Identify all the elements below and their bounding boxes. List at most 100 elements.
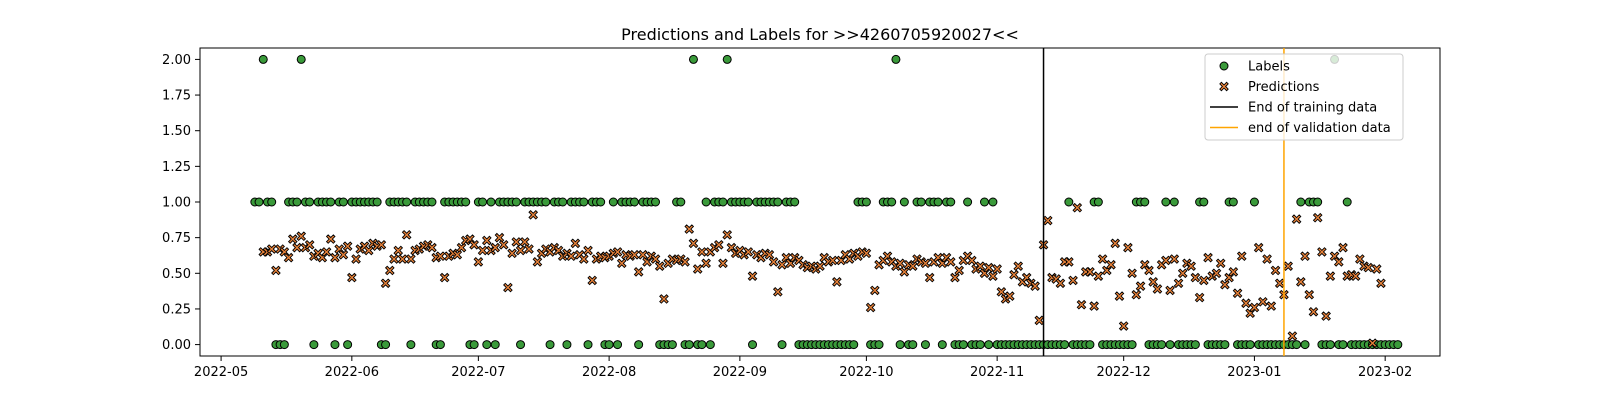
prediction-point	[1355, 254, 1365, 264]
label-point	[891, 54, 901, 64]
x-tick-label: 2022-08	[582, 365, 636, 380]
label-point	[267, 197, 277, 207]
label-point	[1292, 340, 1302, 350]
prediction-point	[292, 242, 302, 253]
label-point	[1296, 197, 1306, 207]
prediction-point	[722, 229, 733, 240]
prediction-point	[1295, 277, 1306, 287]
label-point	[743, 197, 753, 207]
label-point	[920, 340, 930, 350]
prediction-point	[1371, 264, 1382, 274]
label-point	[979, 197, 989, 207]
label-point	[1313, 197, 1323, 207]
prediction-point	[1089, 301, 1099, 311]
prediction-point	[899, 267, 910, 277]
label-point	[975, 340, 985, 350]
prediction-point	[498, 239, 509, 250]
label-point	[604, 340, 614, 350]
prediction-point	[342, 241, 353, 252]
prediction-point	[1321, 311, 1331, 321]
prediction-point	[439, 272, 450, 283]
label-point	[1245, 340, 1255, 350]
label-point	[1157, 340, 1167, 350]
label-point	[1060, 340, 1070, 350]
label-point	[895, 340, 905, 350]
prediction-point	[494, 232, 505, 243]
y-tick-label: 2.00	[162, 53, 191, 68]
legend-end-of-training: End of training data	[1210, 101, 1377, 116]
prediction-point	[659, 294, 669, 304]
label-point	[305, 197, 315, 207]
label-point	[296, 54, 306, 64]
prediction-point	[1241, 298, 1251, 309]
label-point	[1140, 197, 1150, 207]
prediction-point	[1198, 275, 1209, 286]
label-point	[1220, 340, 1230, 350]
prediction-point	[1004, 291, 1015, 301]
legend-entry-label: End of training data	[1248, 101, 1377, 116]
chart-title: Predictions and Labels for >>42607059200…	[621, 25, 1019, 44]
prediction-point	[389, 254, 399, 264]
prediction-point	[351, 254, 361, 264]
prediction-point	[907, 261, 918, 272]
prediction-point	[456, 242, 467, 253]
prediction-point	[1190, 272, 1201, 283]
label-point	[402, 197, 412, 207]
prediction-point	[1135, 281, 1146, 291]
legend-entry-label: Labels	[1248, 60, 1290, 75]
legend-end-of-validation: end of validation data	[1210, 121, 1391, 136]
prediction-point	[338, 249, 349, 260]
prediction-point	[1283, 261, 1293, 272]
label-point	[1190, 340, 1200, 350]
prediction-point	[325, 234, 336, 244]
prediction-point	[393, 245, 404, 256]
label-point	[1342, 197, 1352, 207]
label-point	[676, 197, 686, 207]
prediction-point	[515, 245, 526, 256]
prediction-point	[1114, 291, 1125, 301]
prediction-point	[452, 249, 463, 260]
prediction-point	[287, 234, 298, 244]
label-point	[372, 197, 382, 207]
prediction-point	[490, 242, 501, 253]
prediction-point	[718, 258, 728, 269]
label-point	[988, 197, 998, 207]
prediction-point	[654, 261, 665, 272]
prediction-point	[1274, 278, 1285, 289]
label-point	[338, 197, 348, 207]
label-point	[722, 54, 732, 64]
y-tick-label: 0.00	[162, 338, 191, 353]
x-tick-label: 2022-11	[970, 365, 1024, 380]
label-point	[478, 197, 488, 207]
prediction-point	[427, 242, 437, 253]
prediction-point	[397, 254, 408, 264]
prediction-point	[697, 247, 707, 257]
label-point	[406, 340, 416, 350]
prediction-point	[1118, 321, 1129, 331]
prediction-point	[507, 248, 517, 259]
prediction-point	[1338, 242, 1348, 253]
prediction-point	[1131, 289, 1142, 300]
prediction-point	[680, 257, 690, 267]
label-point	[1393, 340, 1403, 350]
prediction-point	[764, 249, 775, 260]
y-tick-label: 0.50	[162, 267, 191, 282]
prediction-point	[376, 239, 387, 250]
label-point	[1127, 340, 1137, 350]
prediction-point	[950, 272, 960, 283]
prediction-point	[1287, 331, 1298, 341]
prediction-point	[1161, 255, 1171, 266]
label-point	[613, 340, 623, 350]
prediction-point	[633, 267, 644, 277]
prediction-point	[1363, 262, 1374, 273]
label-point	[326, 197, 336, 207]
prediction-point	[363, 245, 374, 256]
prediction-point	[1055, 278, 1066, 289]
prediction-point	[1152, 284, 1163, 294]
label-point	[427, 197, 437, 207]
prediction-point	[1304, 289, 1315, 300]
label-point	[705, 340, 715, 350]
label-point	[916, 197, 926, 207]
label-point	[511, 197, 521, 207]
prediction-point	[1030, 281, 1040, 291]
